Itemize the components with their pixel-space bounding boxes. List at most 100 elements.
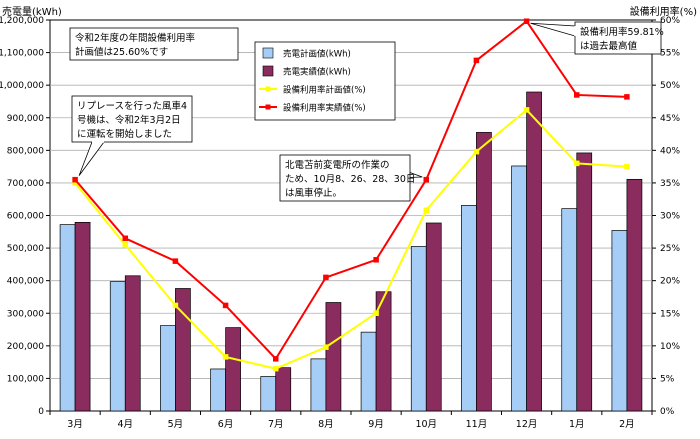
marker-actual [624, 94, 630, 100]
y-right-axis-title: 設備利用率(%) [630, 5, 697, 18]
y-right-tick-label: 35% [660, 179, 680, 189]
y-left-tick-label: 1,000,000 [0, 81, 44, 91]
marker-actual [423, 176, 429, 183]
bar-plan [611, 230, 628, 412]
y-right-tick-label: 45% [660, 114, 680, 124]
callout-box [69, 27, 239, 61]
bar-plan [310, 358, 327, 412]
x-tick-label: 12月 [516, 419, 538, 430]
marker-plan [222, 354, 229, 360]
y-left-tick-label: 100,000 [7, 374, 44, 384]
bar-actual [476, 132, 492, 412]
y-left-tick-label: 900,000 [7, 114, 44, 124]
marker-plan [122, 242, 128, 248]
legend-label: 売電計画値(kWh) [283, 49, 351, 60]
bar-actual [225, 327, 241, 412]
bar-plan [160, 325, 176, 412]
legend-swatch [262, 47, 274, 59]
marker-plan [423, 207, 429, 214]
line-actual [74, 19, 627, 361]
y-right-tick-label: 50% [660, 81, 680, 91]
bar-plan [210, 368, 226, 412]
y-right-tick-label: 40% [660, 146, 680, 156]
callout-record: 設備利用率59.81% は過去最高値 [530, 21, 664, 55]
bar-plan [360, 331, 377, 412]
bar-actual [325, 302, 342, 412]
bar-actual [74, 221, 91, 412]
bar-plan [59, 224, 76, 412]
callout-line: 設備利用率59.81% [580, 26, 664, 38]
y-right-tick-label: 20% [660, 277, 680, 287]
marker-plan [373, 310, 379, 316]
bar-plan [410, 246, 427, 412]
legend-swatch [262, 65, 274, 77]
y-left-tick-label: 700,000 [7, 179, 44, 189]
y-right-tick-label: 55% [660, 49, 680, 59]
x-tick-label: 11月 [466, 419, 488, 430]
x-tick-label: 4月 [117, 419, 133, 430]
y-left-tick-label: 500,000 [7, 244, 44, 254]
marker-actual [574, 92, 580, 98]
marker-actual [473, 57, 480, 64]
x-tick-label: 7月 [268, 419, 284, 430]
bar-actual [175, 288, 191, 412]
y-right-tick-label: 25% [660, 244, 680, 254]
y-left-tick-label: 200,000 [7, 342, 44, 352]
y-right-tick-label: 0% [660, 407, 675, 417]
callout-line: は風車停止。 [285, 187, 342, 199]
x-tick-label: 3月 [67, 419, 83, 430]
marker-plan [574, 160, 580, 167]
marker-plan [523, 107, 530, 113]
y-left-tick-label: 1,100,000 [0, 49, 44, 59]
x-tick-label: 8月 [318, 419, 334, 430]
callout-line: 北電苫前変電所の作業の [285, 159, 390, 171]
y-right-tick-label: 60% [660, 16, 680, 26]
marker-plan [323, 344, 329, 350]
marker-actual [273, 356, 279, 362]
y-left-axis-title: 売電量(kWh) [2, 5, 62, 18]
bar-plan [461, 205, 477, 412]
marker-actual [72, 176, 78, 183]
x-tick-label: 9月 [368, 419, 384, 430]
marker-plan [273, 365, 279, 372]
callout-box [574, 21, 662, 55]
callout-line: 号機は、令和2年3月2日 [77, 114, 181, 126]
bar-actual [526, 91, 542, 412]
callout-line: に運転を開始しました [77, 128, 172, 140]
line-plan [74, 108, 627, 370]
bar-actual [275, 367, 292, 412]
marker-actual [122, 235, 128, 242]
x-tick-label: 6月 [218, 419, 234, 430]
y-left-tick-label: 600,000 [7, 212, 44, 222]
bar-plan [260, 376, 277, 412]
bar-plan [109, 281, 126, 412]
y-right-tick-label: 5% [660, 374, 675, 384]
x-tick-label: 1月 [569, 419, 585, 430]
callout-line: リプレースを行った風車4 [77, 100, 187, 112]
marker-actual [172, 258, 179, 264]
bar-actual [576, 152, 593, 412]
marker-actual [323, 274, 329, 281]
callout-box [71, 95, 193, 143]
x-tick-label: 2月 [619, 419, 635, 430]
legend-label: 売電実績値(kWh) [283, 67, 351, 78]
bar-actual [626, 178, 643, 412]
marker-plan [624, 163, 630, 170]
bar-actual [375, 291, 392, 412]
y-left-tick-label: 800,000 [7, 146, 44, 156]
marker-actual [523, 18, 530, 24]
marker-plan [473, 148, 480, 155]
y-right-tick-label: 10% [660, 342, 680, 352]
x-tick-label: 5月 [168, 419, 184, 430]
legend-swatch-marker [265, 104, 271, 110]
y-left-tick-label: 400,000 [7, 277, 44, 287]
marker-actual [222, 302, 229, 309]
y-left-tick-label: 300,000 [7, 309, 44, 319]
callout-line: 令和2年度の年間設備利用率 [75, 32, 196, 44]
y-left-tick-label: 1,200,000 [0, 16, 44, 26]
callout-line: 計画値は25.60%です [75, 46, 168, 58]
